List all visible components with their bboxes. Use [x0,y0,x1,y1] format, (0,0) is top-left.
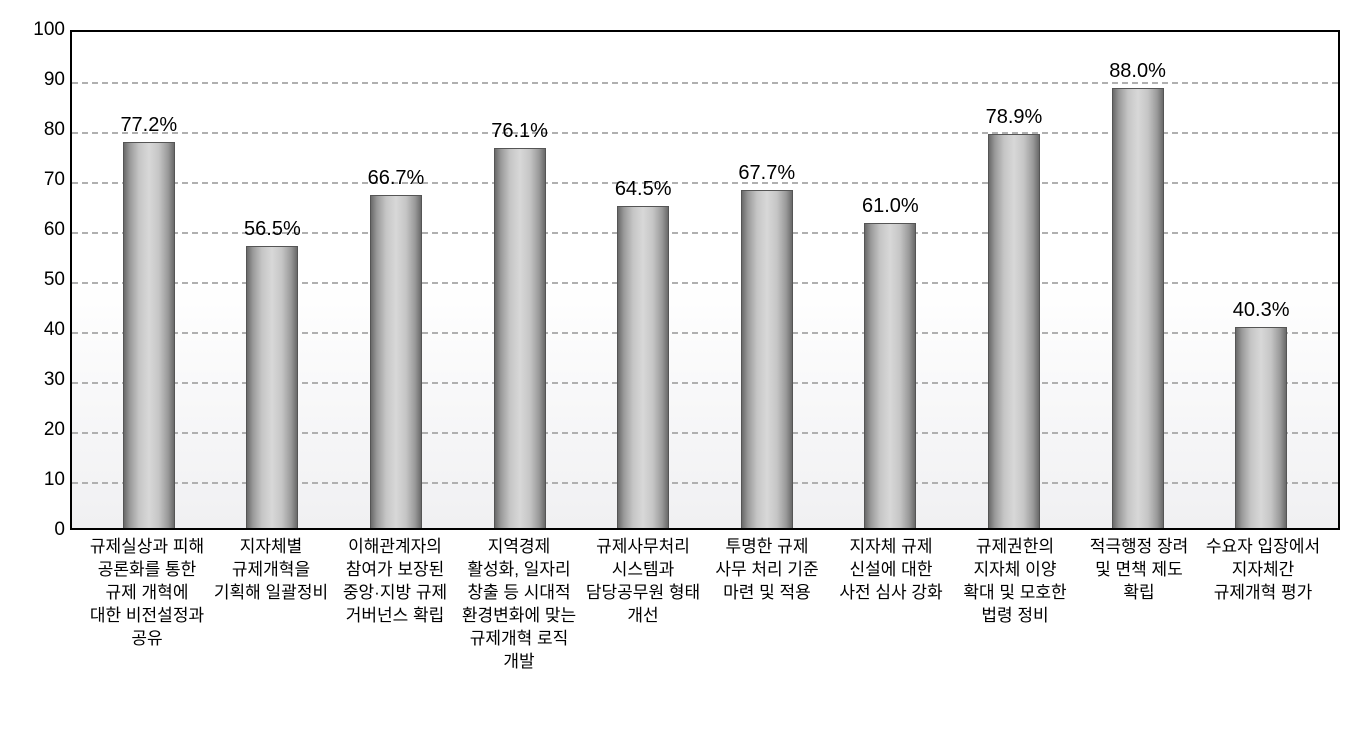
bar-slot: 88.0% [1076,32,1200,528]
bar-value-label: 64.5% [615,178,672,201]
x-category-label: 규제사무처리 시스템과 담당공무원 형태 개선 [581,536,705,674]
x-category-label: 지자체별 규제개혁을 기획해 일괄정비 [209,536,333,674]
x-axis-labels: 규제실상과 피해 공론화를 통한 규제 개혁에 대한 비전설정과 공유지자체별 … [70,536,1340,674]
y-tick-label: 50 [25,269,65,291]
bar: 88.0% [1112,88,1164,528]
bar-value-label: 88.0% [1109,60,1166,83]
bar: 64.5% [617,206,669,529]
y-tick-label: 70 [25,169,65,191]
x-category-label: 투명한 규제 사무 처리 기준 마련 및 적용 [705,536,829,674]
y-tick-label: 80 [25,119,65,141]
bar-chart: 0 10 20 30 40 50 60 70 80 90 100 77.2% 56.5% 66.7% 76… [20,20,1350,712]
plot-area: 77.2% 56.5% 66.7% 76.1% 64.5% 67.7% 61.0% 78.9%… [70,30,1340,530]
bar-slot: 40.3% [1199,32,1323,528]
bar-value-label: 76.1% [491,120,548,143]
bar: 61.0% [864,223,916,528]
y-tick-label: 20 [25,419,65,441]
y-tick-label: 90 [25,69,65,91]
x-category-label: 수요자 입장에서 지자체간 규제개혁 평가 [1201,536,1325,674]
x-category-label: 규제실상과 피해 공론화를 통한 규제 개혁에 대한 비전설정과 공유 [85,536,209,674]
bar: 77.2% [123,142,175,528]
y-tick-label: 0 [25,519,65,541]
bar-value-label: 77.2% [120,114,177,137]
bar-slot: 67.7% [705,32,829,528]
bar-slot: 66.7% [334,32,458,528]
bar-slot: 56.5% [211,32,335,528]
y-tick-label: 100 [25,19,65,41]
y-tick-label: 30 [25,369,65,391]
bar-value-label: 66.7% [368,167,425,190]
bar-value-label: 67.7% [738,162,795,185]
bars-layer: 77.2% 56.5% 66.7% 76.1% 64.5% 67.7% 61.0% 78.9%… [72,32,1338,528]
bar-value-label: 56.5% [244,218,301,241]
bar-slot: 78.9% [952,32,1076,528]
bar-value-label: 78.9% [986,106,1043,129]
y-tick-label: 60 [25,219,65,241]
bar-slot: 76.1% [458,32,582,528]
bar: 40.3% [1235,327,1287,529]
bar-slot: 77.2% [87,32,211,528]
bar: 67.7% [741,190,793,529]
x-category-label: 지자체 규제 신설에 대한 사전 심사 강화 [829,536,953,674]
x-category-label: 규제권한의 지자체 이양 확대 및 모호한 법령 정비 [953,536,1077,674]
bar-value-label: 40.3% [1233,299,1290,322]
x-category-label: 지역경제 활성화, 일자리 창출 등 시대적 환경변화에 맞는 규제개혁 로직 … [457,536,581,674]
x-category-label: 적극행정 장려 및 면책 제도 확립 [1077,536,1201,674]
bar: 76.1% [494,148,546,529]
bar: 66.7% [370,195,422,529]
bar-value-label: 61.0% [862,195,919,218]
bar-slot: 61.0% [829,32,953,528]
bar: 78.9% [988,134,1040,529]
x-category-label: 이해관계자의 참여가 보장된 중앙·지방 규제 거버넌스 확립 [333,536,457,674]
y-tick-label: 40 [25,319,65,341]
bar: 56.5% [246,246,298,529]
bar-slot: 64.5% [581,32,705,528]
y-tick-label: 10 [25,469,65,491]
